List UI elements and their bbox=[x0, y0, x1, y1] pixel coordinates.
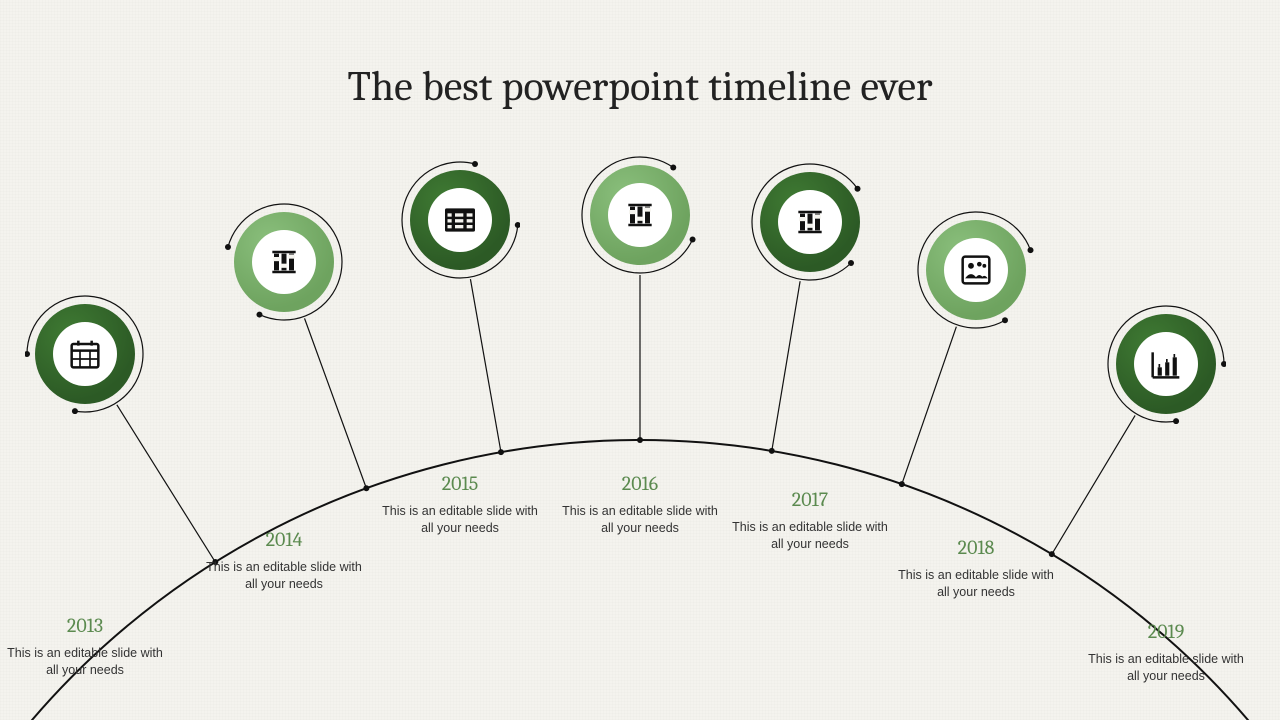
timeline-node bbox=[25, 294, 145, 414]
timeline-node bbox=[400, 160, 520, 280]
timeline-label: 2019 This is an editable slide with all y… bbox=[1086, 620, 1246, 685]
timeline-node bbox=[1106, 304, 1226, 424]
sliders-icon bbox=[778, 190, 842, 254]
timeline-label: 2013 This is an editable slide with all y… bbox=[5, 614, 165, 679]
desc-text: This is an editable slide with all your … bbox=[380, 503, 540, 537]
page-title: The best powerpoint timeline ever bbox=[0, 62, 1280, 111]
year-label: 2014 bbox=[204, 528, 364, 551]
timeline-node bbox=[916, 210, 1036, 330]
schedule-icon bbox=[428, 188, 492, 252]
timeline-label: 2016 This is an editable slide with all y… bbox=[560, 472, 720, 537]
timeline-node bbox=[224, 202, 344, 322]
timeline-node bbox=[750, 162, 870, 282]
year-label: 2016 bbox=[560, 472, 720, 495]
timeline-label: 2014 This is an editable slide with all y… bbox=[204, 528, 364, 593]
sliders-icon bbox=[252, 230, 316, 294]
desc-text: This is an editable slide with all your … bbox=[204, 559, 364, 593]
timeline-node bbox=[580, 155, 700, 275]
desc-text: This is an editable slide with all your … bbox=[560, 503, 720, 537]
year-label: 2013 bbox=[5, 614, 165, 637]
year-label: 2019 bbox=[1086, 620, 1246, 643]
year-label: 2018 bbox=[896, 536, 1056, 559]
sliders-icon bbox=[608, 183, 672, 247]
people-icon bbox=[944, 238, 1008, 302]
desc-text: This is an editable slide with all your … bbox=[730, 519, 890, 553]
timeline-label: 2015 This is an editable slide with all y… bbox=[380, 472, 540, 537]
desc-text: This is an editable slide with all your … bbox=[5, 645, 165, 679]
desc-text: This is an editable slide with all your … bbox=[1086, 651, 1246, 685]
timeline-label: 2017 This is an editable slide with all y… bbox=[730, 488, 890, 553]
timeline-label: 2018 This is an editable slide with all y… bbox=[896, 536, 1056, 601]
calendar-icon bbox=[53, 322, 117, 386]
chart-icon bbox=[1134, 332, 1198, 396]
year-label: 2015 bbox=[380, 472, 540, 495]
year-label: 2017 bbox=[730, 488, 890, 511]
desc-text: This is an editable slide with all your … bbox=[896, 567, 1056, 601]
